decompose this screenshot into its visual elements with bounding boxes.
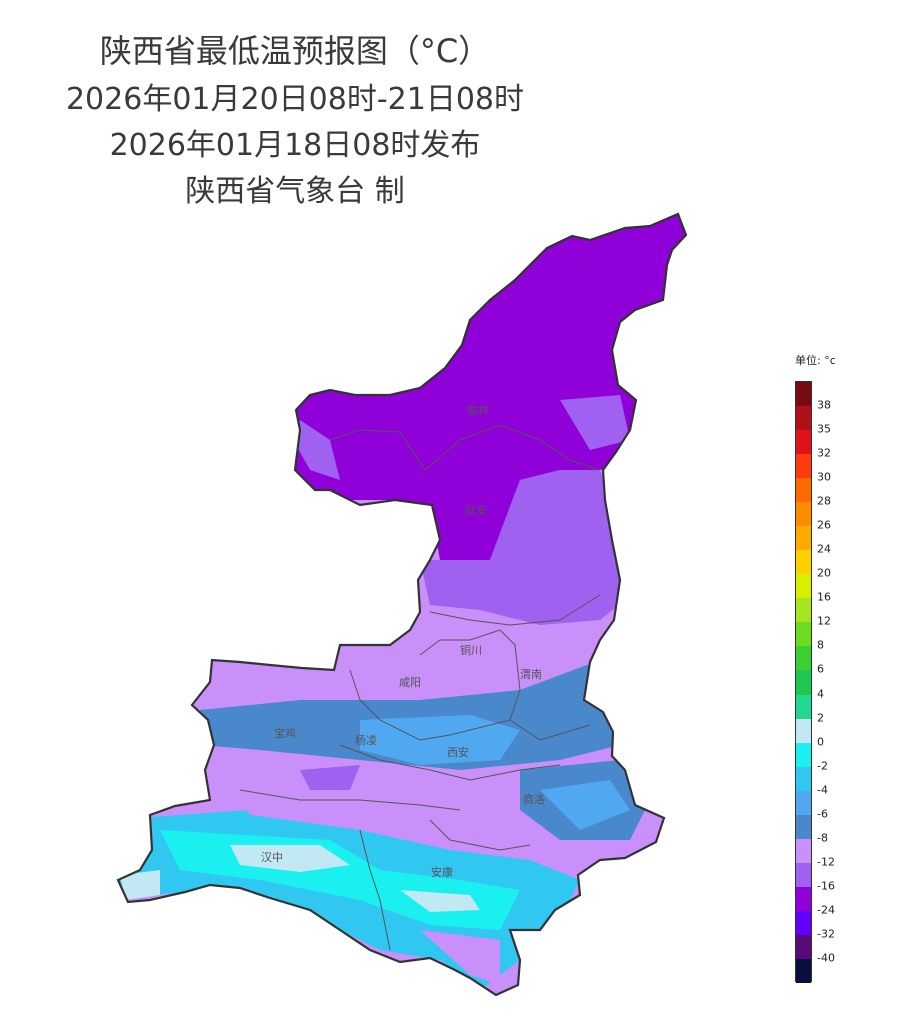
legend-tick-label: 0 <box>817 735 824 749</box>
city-label-baoji: 宝鸡 <box>274 727 296 740</box>
boundary-xian-south <box>339 744 561 781</box>
boundary-hanzhong-ankang <box>359 829 391 951</box>
issue-time: 2026年01月18日08时发布 <box>109 128 481 163</box>
legend-swatch <box>796 598 811 623</box>
forecast-period: 2026年01月20日08时-21日08时 <box>65 82 525 117</box>
legend-tick-label: 8 <box>817 638 824 652</box>
issuer: 陕西省气象台 制 <box>185 174 405 209</box>
legend-tick-label: 28 <box>817 494 831 508</box>
city-label-shangluo: 商洛 <box>523 793 545 806</box>
legend-swatch <box>796 406 811 431</box>
boundary-tongchuan <box>419 629 521 691</box>
city-label-yangling: 杨凌 <box>355 734 377 747</box>
city-label-yanan: 延安 <box>465 504 487 517</box>
legend-swatch <box>796 574 811 599</box>
legend-tick-label: 12 <box>817 614 831 628</box>
legend-swatch <box>796 862 811 888</box>
legend-swatch <box>796 718 811 744</box>
city-label-ankang: 安康 <box>431 866 453 879</box>
legend-tick-label: 20 <box>817 566 831 580</box>
temperature-fill <box>118 214 686 995</box>
fill-band-minus24 <box>280 214 686 560</box>
legend-swatch <box>796 430 811 455</box>
legend-tick-label: -24 <box>817 903 835 917</box>
boundary-yulin-yanan <box>329 424 601 471</box>
legend-tick-label: 2 <box>817 711 824 725</box>
legend-swatch <box>796 622 811 647</box>
legend-swatch <box>796 838 811 864</box>
legend-swatch <box>796 526 811 551</box>
city-label-xianyang: 咸阳 <box>399 676 421 689</box>
legend-swatch <box>796 502 811 527</box>
legend-tick-label: 38 <box>817 398 831 412</box>
city-label-yulin: 榆林 <box>467 404 489 417</box>
legend-tick-label: 4 <box>817 687 824 701</box>
legend-swatch <box>796 910 811 936</box>
legend-swatch <box>796 790 811 816</box>
boundary-yanan-south <box>429 594 601 626</box>
fill-band-minus16-east <box>560 395 630 450</box>
fill-band-minus16-qinling <box>300 765 360 790</box>
fill-band-0-ankang <box>400 890 480 912</box>
legend-tick-label: 30 <box>817 470 831 484</box>
legend-tick-label: -16 <box>817 879 835 893</box>
fill-band-minus8 <box>200 660 640 770</box>
legend-swatch <box>796 814 811 840</box>
legend-swatch <box>796 550 811 575</box>
legend-tick-label: -40 <box>817 951 835 965</box>
fill-band-minus12-daba <box>420 930 500 985</box>
fill-band-minus6-shangluo <box>540 780 630 830</box>
legend-swatch <box>796 958 811 984</box>
legend-tick-label: 6 <box>817 662 824 676</box>
legend-swatch <box>796 478 811 503</box>
city-label-weinan: 渭南 <box>520 668 542 681</box>
legend-swatch <box>796 742 811 768</box>
legend-tick-label: -12 <box>817 855 835 869</box>
legend-swatch <box>796 382 811 407</box>
legend-tick-label: -2 <box>817 759 828 773</box>
fill-band-minus16-center <box>420 470 625 625</box>
legend-color-bar <box>795 381 812 984</box>
city-label-xian: 西安 <box>447 746 469 759</box>
legend-tick-label: -4 <box>817 783 828 797</box>
boundary-ankang-shangluo <box>429 819 531 851</box>
legend-tick-label: -32 <box>817 927 835 941</box>
city-label-hanzhong: 汉中 <box>261 851 283 864</box>
legend-swatch <box>796 886 811 912</box>
fill-band-0-west <box>120 870 160 900</box>
prefecture-boundaries <box>239 424 601 951</box>
legend-swatch <box>796 694 811 720</box>
legend-tick-label: 26 <box>817 518 831 532</box>
boundary-qinling <box>239 789 461 811</box>
fill-band-0-hanzhong <box>230 845 350 872</box>
fill-band-minus16-west <box>296 420 340 480</box>
city-label-tongchuan: 铜川 <box>460 644 482 657</box>
legend-swatch <box>796 934 811 960</box>
legend-swatch <box>796 454 811 479</box>
legend-tick-label: 35 <box>817 422 831 436</box>
legend-unit: 单位: °c <box>795 354 836 367</box>
map-title: 陕西省最低温预报图（°C） <box>99 32 491 70</box>
legend-tick-label: -6 <box>817 807 828 821</box>
legend-tick-label: 32 <box>817 446 831 460</box>
legend-tick-label: 16 <box>817 590 831 604</box>
legend-tick-label: -8 <box>817 831 828 845</box>
legend-tick-label: 24 <box>817 542 831 556</box>
legend-swatch <box>796 646 811 671</box>
fill-band-minus12-qinling <box>230 790 520 850</box>
legend-swatch <box>796 670 811 695</box>
boundary-weinan-shangluo <box>509 719 591 741</box>
legend-swatch <box>796 766 811 792</box>
